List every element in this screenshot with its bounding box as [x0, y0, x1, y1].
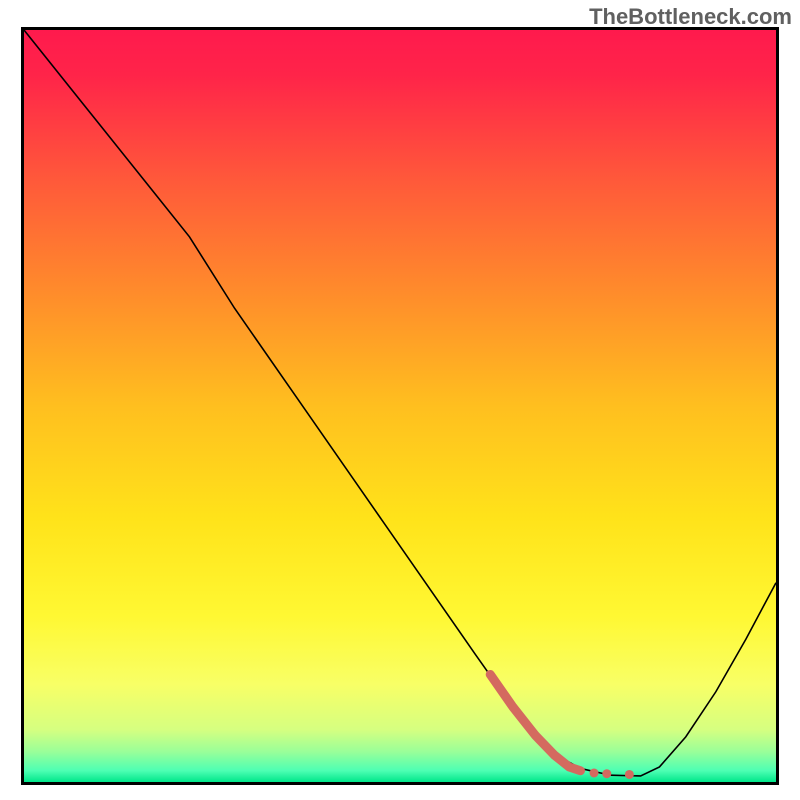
optimal-point-dot — [602, 769, 611, 778]
optimal-point-dot — [625, 770, 634, 779]
optimal-point-dot — [590, 768, 599, 777]
chart-background — [24, 30, 776, 782]
chart-plot-area — [24, 30, 776, 782]
